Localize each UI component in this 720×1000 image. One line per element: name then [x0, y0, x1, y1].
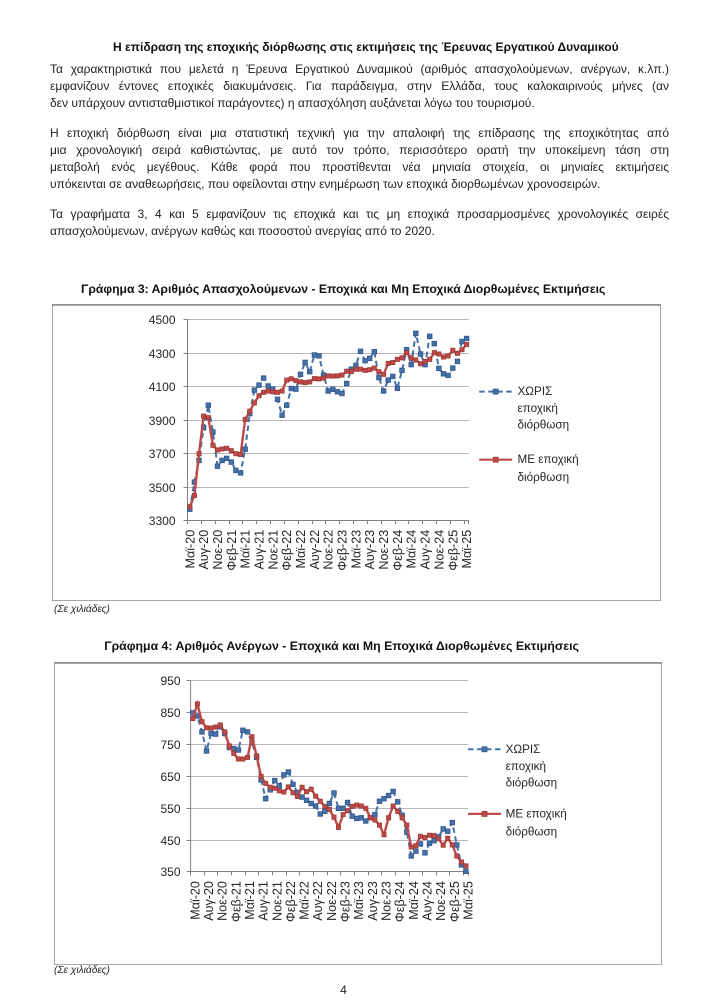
svg-text:Αυγ-23: Αυγ-23	[363, 530, 377, 570]
svg-text:Μαϊ-25: Μαϊ-25	[461, 881, 475, 920]
svg-text:450: 450	[160, 834, 180, 848]
svg-text:550: 550	[160, 802, 180, 816]
svg-text:Νοε-22: Νοε-22	[325, 881, 339, 921]
svg-text:650: 650	[160, 770, 180, 784]
svg-text:3700: 3700	[149, 447, 176, 461]
svg-text:εποχική: εποχική	[506, 760, 546, 773]
svg-text:Νοε-21: Νοε-21	[266, 530, 280, 570]
svg-text:Νοε-23: Νοε-23	[377, 530, 391, 570]
svg-text:350: 350	[160, 865, 180, 879]
svg-text:Μαϊ-25: Μαϊ-25	[460, 530, 474, 569]
svg-text:ΜΕ εποχική: ΜΕ εποχική	[506, 807, 567, 820]
svg-text:950: 950	[160, 674, 180, 688]
svg-text:Νοε-23: Νοε-23	[380, 881, 394, 921]
svg-text:ΜΕ εποχική: ΜΕ εποχική	[518, 453, 579, 466]
svg-text:διόρθωση: διόρθωση	[518, 471, 570, 484]
svg-text:3500: 3500	[149, 481, 176, 495]
svg-text:Μαϊ-20: Μαϊ-20	[188, 881, 202, 920]
svg-text:Φεβ-25: Φεβ-25	[446, 530, 460, 571]
svg-text:Αυγ-21: Αυγ-21	[257, 881, 271, 921]
svg-text:Νοε-21: Νοε-21	[270, 881, 284, 921]
svg-text:Φεβ-24: Φεβ-24	[393, 881, 407, 922]
svg-text:4300: 4300	[149, 347, 176, 361]
svg-text:Νοε-20: Νοε-20	[211, 530, 225, 570]
svg-text:3300: 3300	[149, 514, 176, 528]
svg-text:Αυγ-20: Αυγ-20	[197, 530, 211, 570]
svg-text:διόρθωση: διόρθωση	[518, 419, 570, 432]
svg-text:Αυγ-24: Αυγ-24	[421, 881, 435, 921]
svg-text:Φεβ-21: Φεβ-21	[229, 881, 243, 922]
svg-text:Νοε-20: Νοε-20	[216, 881, 230, 921]
svg-text:Φεβ-22: Φεβ-22	[284, 881, 298, 922]
svg-text:διόρθωση: διόρθωση	[506, 825, 558, 838]
svg-text:Μαϊ-23: Μαϊ-23	[352, 881, 366, 920]
svg-text:750: 750	[160, 738, 180, 752]
svg-text:Αυγ-23: Αυγ-23	[366, 881, 380, 921]
svg-text:Μαϊ-22: Μαϊ-22	[298, 881, 312, 920]
svg-text:Μαϊ-23: Μαϊ-23	[349, 530, 363, 569]
svg-text:Νοε-24: Νοε-24	[432, 530, 446, 570]
svg-text:ΧΩΡΙΣ: ΧΩΡΙΣ	[518, 385, 553, 398]
svg-text:Φεβ-25: Φεβ-25	[448, 881, 462, 922]
svg-text:850: 850	[160, 706, 180, 720]
svg-text:Φεβ-22: Φεβ-22	[280, 530, 294, 571]
svg-text:ΧΩΡΙΣ: ΧΩΡΙΣ	[506, 743, 541, 756]
svg-text:Αυγ-22: Αυγ-22	[311, 881, 325, 921]
svg-text:διόρθωση: διόρθωση	[506, 776, 558, 789]
svg-text:Αυγ-22: Αυγ-22	[308, 530, 322, 570]
svg-text:Φεβ-23: Φεβ-23	[339, 881, 353, 922]
svg-text:Μαϊ-24: Μαϊ-24	[405, 530, 419, 569]
svg-text:Νοε-24: Νοε-24	[434, 881, 448, 921]
svg-text:Μαϊ-21: Μαϊ-21	[239, 530, 253, 569]
svg-text:Αυγ-24: Αυγ-24	[419, 530, 433, 570]
svg-text:Μαϊ-22: Μαϊ-22	[294, 530, 308, 569]
svg-text:Μαϊ-24: Μαϊ-24	[407, 881, 421, 920]
svg-text:Νοε-22: Νοε-22	[322, 530, 336, 570]
svg-text:Αυγ-20: Αυγ-20	[202, 881, 216, 921]
svg-text:εποχική: εποχική	[518, 402, 558, 415]
svg-text:4100: 4100	[149, 380, 176, 394]
svg-text:Φεβ-24: Φεβ-24	[391, 530, 405, 571]
svg-text:Φεβ-23: Φεβ-23	[336, 530, 350, 571]
svg-text:3900: 3900	[149, 414, 176, 428]
svg-text:Αυγ-21: Αυγ-21	[253, 530, 267, 570]
svg-text:4500: 4500	[149, 313, 176, 327]
svg-text:Μαϊ-21: Μαϊ-21	[243, 881, 257, 920]
svg-text:Μαϊ-20: Μαϊ-20	[183, 530, 197, 569]
svg-text:Φεβ-21: Φεβ-21	[225, 530, 239, 571]
